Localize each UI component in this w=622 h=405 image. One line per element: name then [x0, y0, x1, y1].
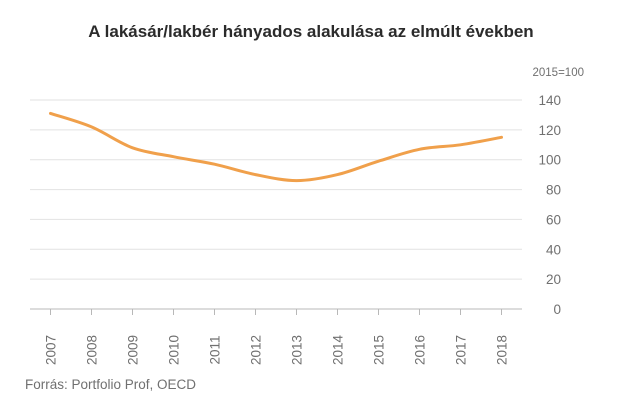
x-tick-label-2010: 2010: [167, 335, 182, 365]
x-tick-label-2012: 2012: [249, 335, 264, 365]
y-tick-label-80: 80: [546, 183, 561, 198]
x-tick-labels: 2007 2008 2009 2010 2011 2012 2013 2014 2015 2016…: [44, 334, 510, 365]
y-tick-label-60: 60: [546, 212, 561, 227]
y-tick-label-40: 40: [546, 242, 561, 257]
y-tick-label-120: 120: [538, 123, 561, 138]
y-tick-label-20: 20: [546, 272, 561, 287]
x-tick-label-2013: 2013: [290, 335, 305, 365]
x-tick-label-2009: 2009: [126, 335, 141, 365]
series-line-0: [49, 111, 503, 183]
x-tick-label-2016: 2016: [413, 335, 428, 365]
x-tick-label-2007: 2007: [44, 335, 59, 365]
series-layer: [49, 111, 503, 183]
x-tick-label-2018: 2018: [495, 335, 510, 365]
grid-layer: [30, 99, 522, 315]
source-note: Forrás: Portfolio Prof, OECD: [25, 377, 197, 392]
x-tick-label-2017: 2017: [454, 335, 469, 365]
x-tick-label-2014: 2014: [331, 334, 346, 365]
x-tick-label-2015: 2015: [372, 335, 387, 365]
x-tick-label-2011: 2011: [208, 335, 223, 364]
chart-title: A lakásár/lakbér hányados alakulása az e…: [88, 22, 534, 41]
unit-label: 2015=100: [533, 67, 585, 79]
y-tick-label-100: 100: [538, 153, 561, 168]
y-tick-label-0: 0: [553, 302, 561, 317]
x-tick-label-2008: 2008: [85, 335, 100, 365]
y-tick-label-140: 140: [538, 93, 561, 108]
y-tick-labels: 0 20 40 60 80 100 120 140: [538, 93, 561, 317]
